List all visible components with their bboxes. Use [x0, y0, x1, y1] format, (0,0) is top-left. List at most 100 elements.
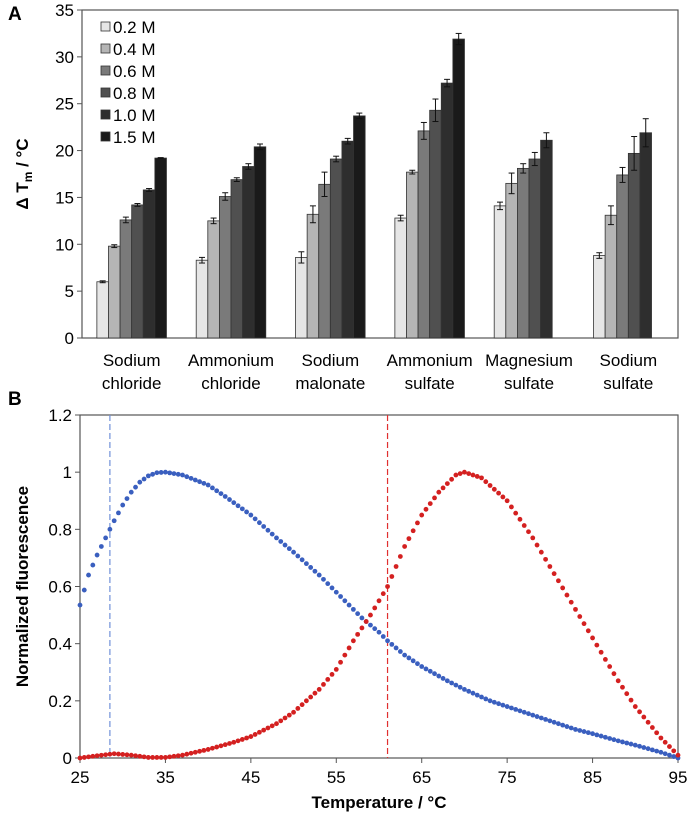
data-point-blue: [641, 745, 647, 750]
data-point-blue: [98, 544, 104, 549]
data-point-red: [538, 549, 544, 555]
data-point-blue: [406, 655, 412, 661]
data-point-blue: [325, 581, 331, 587]
data-point-red: [359, 625, 365, 631]
data-point-blue: [500, 702, 506, 708]
data-point-red: [137, 753, 143, 759]
data-point-red: [308, 694, 314, 700]
data-point-blue: [380, 634, 386, 639]
data-point-red: [385, 584, 390, 589]
data-point-blue: [154, 470, 160, 476]
data-point-red: [312, 690, 318, 696]
data-point-red: [94, 753, 100, 759]
data-point-red: [274, 721, 279, 727]
data-point-red: [436, 489, 442, 495]
bar: [195, 259, 209, 339]
data-point-red: [192, 749, 198, 755]
data-point-blue: [90, 562, 96, 568]
data-point-red: [86, 754, 91, 760]
data-point-blue: [107, 526, 113, 532]
x-tick-label: 45: [241, 768, 260, 787]
bar: [417, 130, 431, 339]
bar: [295, 257, 308, 339]
bar: [394, 217, 407, 339]
data-point-red: [167, 754, 173, 760]
y-tick-label: 0: [63, 749, 72, 768]
data-point-red: [449, 476, 455, 482]
data-point-blue: [615, 738, 621, 744]
y-tick-label: 0.8: [48, 520, 72, 539]
data-point-blue: [116, 510, 121, 516]
data-point-red: [201, 747, 207, 753]
scatter-chart-b: 0 0.2 0.4 0.6 0.8 1 1.2 25 35 45 55 65 75 85 95 Tempera…: [13, 406, 687, 812]
data-point-blue: [585, 730, 591, 736]
data-point-red: [235, 738, 241, 744]
data-point-red: [594, 642, 600, 648]
data-point-red: [252, 732, 258, 737]
data-point-red: [257, 729, 262, 735]
data-point-blue: [257, 520, 262, 526]
data-point-blue: [385, 638, 390, 644]
bar: [306, 213, 320, 339]
data-point-blue: [278, 539, 284, 544]
y-tick-label: 30: [55, 48, 74, 67]
data-point-blue: [483, 696, 489, 702]
y-tick-label: 5: [65, 282, 74, 301]
data-point-red: [440, 485, 446, 491]
data-point-blue: [350, 606, 356, 612]
data-point-red: [111, 751, 117, 757]
panel-label-b: B: [8, 389, 22, 410]
data-point-red: [564, 592, 570, 598]
data-point-blue: [163, 469, 168, 475]
data-point-red: [419, 512, 425, 518]
x-tick-label: 35: [156, 768, 175, 787]
data-point-blue: [248, 512, 254, 518]
data-point-blue: [598, 733, 604, 739]
data-point-red: [222, 742, 228, 748]
data-point-blue: [504, 704, 510, 709]
data-point-blue: [410, 658, 416, 664]
data-point-red: [675, 752, 681, 758]
bar: [242, 166, 255, 339]
data-point-blue: [295, 553, 301, 559]
data-point-red: [197, 748, 203, 754]
legend-label: 1.0 M: [113, 106, 156, 125]
data-point-red: [487, 483, 493, 488]
data-point-red: [98, 752, 104, 758]
data-point-red: [380, 591, 386, 597]
data-point-red: [269, 723, 275, 729]
data-point-blue: [286, 546, 292, 552]
category-label: malonate: [295, 374, 365, 393]
data-point-red: [453, 472, 459, 478]
data-point-red: [184, 751, 190, 757]
data-point-blue: [466, 688, 472, 694]
data-point-blue: [624, 740, 630, 746]
data-point-blue: [214, 488, 220, 494]
data-point-blue: [397, 649, 403, 654]
data-point-red: [145, 755, 151, 760]
data-point-red: [432, 495, 437, 501]
data-point-blue: [167, 470, 173, 476]
category-label: Sodium: [302, 351, 360, 370]
bar: [207, 220, 220, 339]
data-point-blue: [620, 739, 625, 745]
data-point-red: [393, 564, 399, 569]
data-point-red: [415, 520, 420, 526]
data-point-blue: [376, 629, 382, 635]
data-point-red: [295, 706, 301, 711]
data-point-red: [303, 698, 309, 704]
data-point-red: [116, 751, 121, 757]
data-point-blue: [577, 728, 583, 733]
bar: [505, 182, 518, 339]
data-point-blue: [103, 535, 109, 541]
data-point-red: [342, 652, 348, 658]
data-point-red: [333, 666, 339, 672]
data-point-blue: [479, 694, 484, 700]
data-point-red: [573, 606, 578, 612]
data-point-blue: [359, 615, 365, 621]
bar: [329, 158, 343, 339]
data-point-red: [427, 501, 433, 507]
data-point-blue: [658, 749, 664, 755]
data-point-blue: [470, 690, 476, 696]
data-point-blue: [415, 661, 420, 667]
